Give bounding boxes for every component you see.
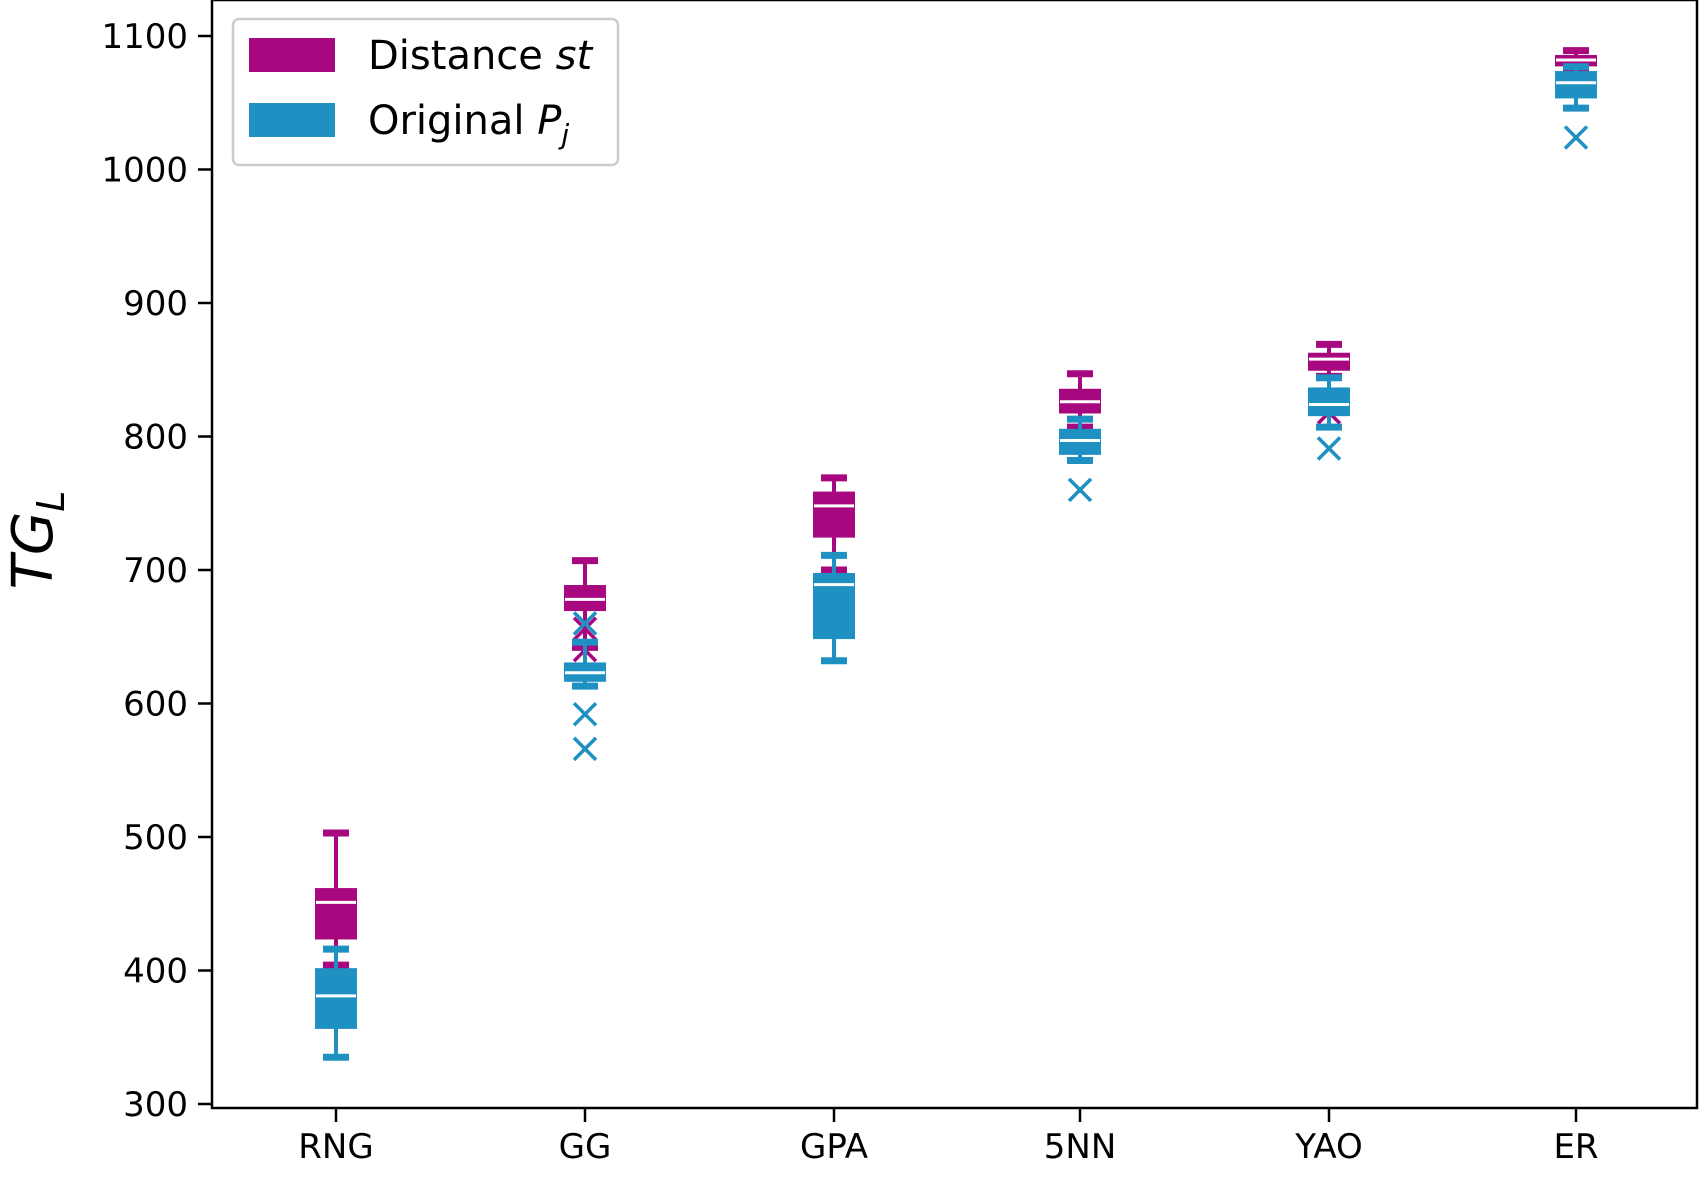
y-tick-label: 700 xyxy=(123,551,188,591)
outlier-marker xyxy=(572,736,598,762)
y-tick-label: 600 xyxy=(123,685,188,725)
y-axis-label-main: TG xyxy=(1,512,66,590)
box-body xyxy=(1308,387,1350,417)
series-original-pj xyxy=(315,63,1597,1061)
box-yao xyxy=(1308,374,1350,461)
box-er xyxy=(1555,63,1597,150)
x-tick-label: YAO xyxy=(1294,1127,1363,1167)
series-distance-st xyxy=(315,47,1597,969)
box-body xyxy=(315,888,357,940)
outlier-marker xyxy=(1316,436,1342,461)
outlier-marker xyxy=(1563,125,1589,150)
x-tick-label: GG xyxy=(559,1127,612,1167)
box-rng xyxy=(315,945,357,1061)
x-tick-label: 5NN xyxy=(1044,1127,1117,1167)
y-axis-label-subscript: L xyxy=(29,491,73,512)
outlier-marker xyxy=(572,611,598,636)
outlier-marker xyxy=(1067,477,1093,503)
box-body xyxy=(315,968,357,1029)
y-tick-label: 1000 xyxy=(101,151,188,191)
box-rng xyxy=(315,829,357,969)
box-5nn xyxy=(1059,370,1101,431)
box-body xyxy=(1555,71,1597,99)
legend-label: Original Pj xyxy=(368,98,569,151)
outlier-marker xyxy=(572,616,598,641)
outlier-marker xyxy=(572,701,598,727)
box-gpa xyxy=(813,551,855,665)
box-5nn xyxy=(1059,415,1101,503)
boxes-layer xyxy=(315,47,1597,1061)
y-tick-label: 800 xyxy=(123,418,188,458)
box-gg xyxy=(564,557,606,663)
box-body xyxy=(813,491,855,538)
y-tick-label: 500 xyxy=(123,818,188,858)
legend-label: Distance st xyxy=(368,33,593,79)
box-gg xyxy=(564,611,606,762)
y-tick-label: 400 xyxy=(123,952,188,992)
y-axis-label: TGL xyxy=(1,491,73,590)
x-tick-label: GPA xyxy=(800,1127,868,1167)
legend: Distance st Original Pj xyxy=(231,17,620,167)
y-tick-label: 900 xyxy=(123,284,188,324)
plot-area-frame xyxy=(210,0,1699,1110)
x-axis: RNG GG GPA 5NN YAO ER xyxy=(298,1108,1599,1167)
legend-swatch xyxy=(249,103,335,137)
y-tick-label: 1100 xyxy=(101,17,188,57)
y-tick-label: 300 xyxy=(123,1085,188,1125)
y-axis: 300 400 500 600 700 800 900 1000 1100 xyxy=(101,17,212,1125)
box-body xyxy=(1308,352,1350,371)
x-tick-label: ER xyxy=(1553,1127,1598,1167)
x-tick-label: RNG xyxy=(298,1127,373,1167)
legend-swatch xyxy=(249,38,335,72)
